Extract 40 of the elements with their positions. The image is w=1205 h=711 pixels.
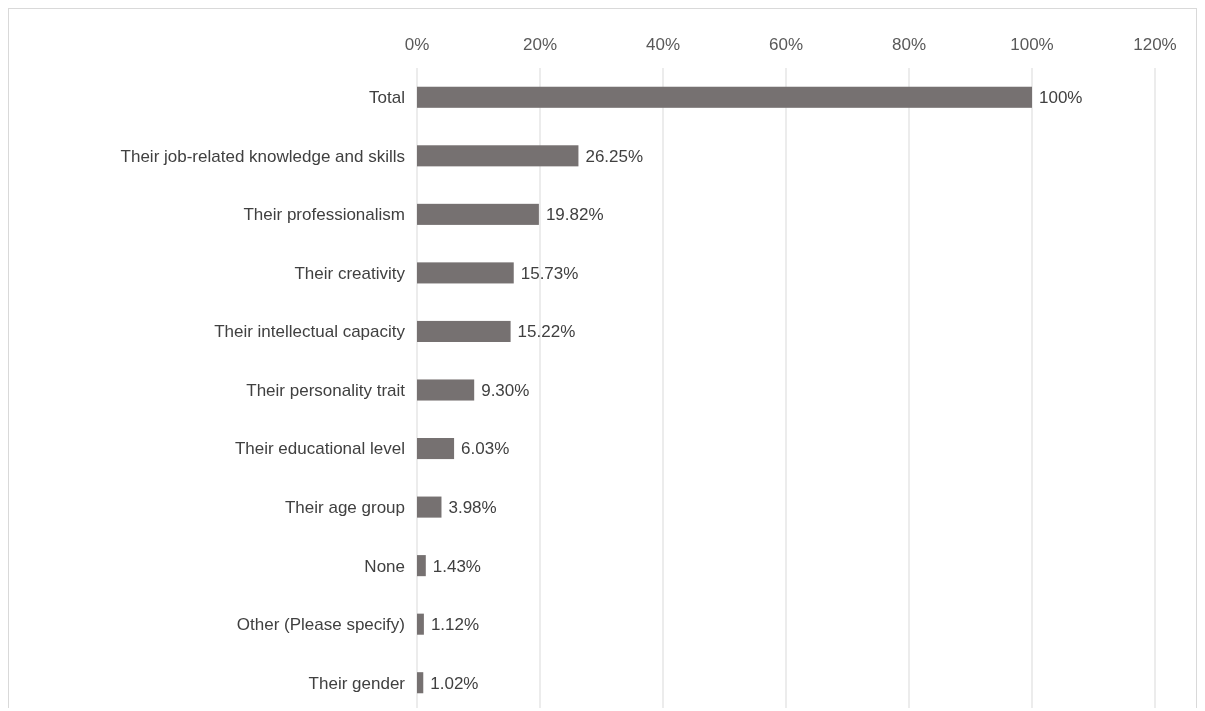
y-tick-label: Their age group	[284, 498, 405, 518]
y-tick-label: Their creativity	[294, 263, 406, 283]
bar	[417, 145, 579, 167]
data-label: 15.73%	[520, 263, 579, 283]
data-label: 3.98%	[448, 498, 497, 518]
bar	[417, 672, 424, 694]
y-tick-label: Their gender	[308, 673, 406, 693]
y-tick-label: Their job-related knowledge and skills	[120, 146, 405, 166]
bar	[417, 203, 539, 225]
y-tick-label: Their personality trait	[246, 380, 406, 400]
bar	[417, 86, 1032, 108]
data-label: 15.22%	[517, 322, 576, 342]
bar	[417, 496, 442, 518]
y-tick-label: Their intellectual capacity	[214, 322, 406, 342]
bar	[417, 262, 514, 284]
y-tick-label: None	[364, 556, 405, 576]
data-label: 19.82%	[545, 205, 604, 225]
bar	[417, 438, 455, 460]
data-label: 1.02%	[430, 673, 479, 693]
x-tick-label: 40%	[645, 35, 681, 54]
x-tick-label: 0%	[404, 35, 430, 54]
y-tick-label: Their educational level	[234, 439, 405, 459]
x-tick-label: 60%	[768, 35, 804, 54]
bar	[417, 613, 424, 635]
data-label: 9.30%	[481, 380, 530, 400]
data-label: 100%	[1039, 88, 1083, 108]
y-tick-label: Other (Please specify)	[236, 615, 405, 635]
bar	[417, 555, 426, 577]
bar	[417, 379, 475, 401]
x-tick-label: 100%	[1010, 35, 1054, 54]
x-tick-label: 80%	[891, 35, 927, 54]
data-label: 26.25%	[585, 146, 644, 166]
x-tick-label: 20%	[522, 35, 558, 54]
data-label: 1.12%	[430, 615, 480, 635]
y-tick-label: Total	[369, 88, 405, 108]
y-tick-label: Their professionalism	[243, 205, 405, 225]
data-label: 6.03%	[461, 439, 510, 459]
data-label: 1.43%	[432, 556, 481, 576]
bar	[417, 320, 511, 342]
x-tick-label: 120%	[1133, 35, 1177, 54]
